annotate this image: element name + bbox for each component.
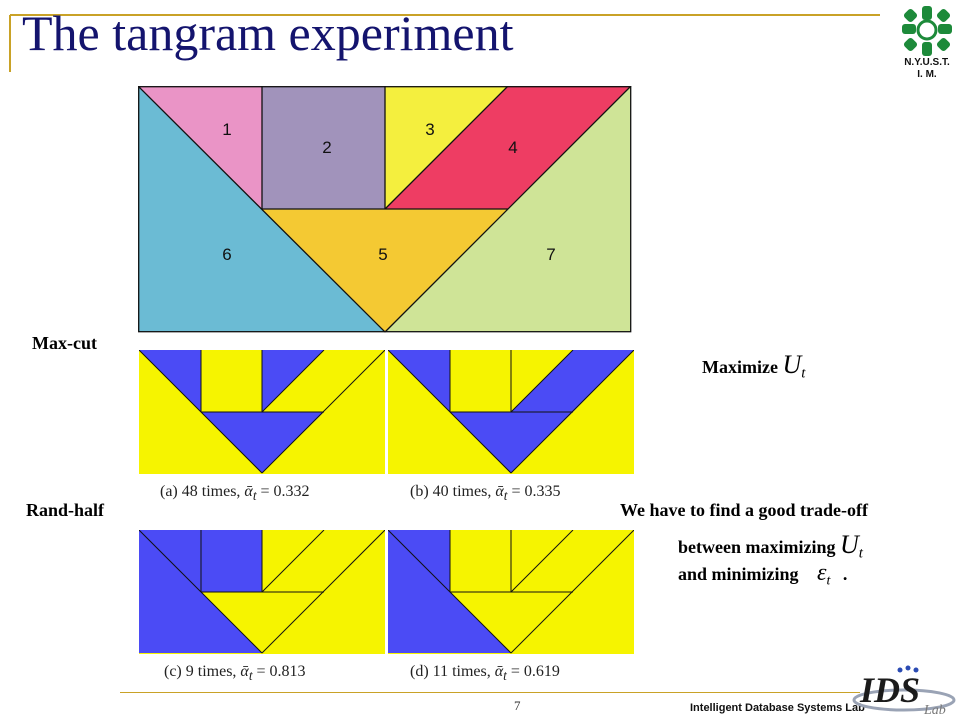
caption-d-sub: t xyxy=(503,668,507,684)
maximize-label: Maximize xyxy=(702,357,778,377)
result-panel-d xyxy=(388,530,634,654)
tangram-diagram: 1 2 3 4 5 6 7 xyxy=(138,86,632,333)
piece-label-6: 6 xyxy=(222,245,231,264)
caption-b-alpha: ᾱ xyxy=(495,483,504,500)
caption-d-value: = 0.619 xyxy=(506,663,560,680)
svg-text:IDS: IDS xyxy=(859,670,920,710)
piece-label-4: 4 xyxy=(508,138,517,157)
caption-c-value: = 0.813 xyxy=(252,663,306,680)
tradeoff-line-1: We have to find a good trade-off xyxy=(620,500,868,520)
piece-label-5: 5 xyxy=(378,245,387,264)
period: . xyxy=(842,564,848,584)
piece-label-2: 2 xyxy=(322,138,331,157)
caption-b: (b) 40 times, ᾱt = 0.335 xyxy=(410,483,560,504)
epsilon-sub: t xyxy=(826,573,831,589)
tangram-piece-5 xyxy=(262,209,508,332)
caption-b-value: = 0.335 xyxy=(507,483,561,500)
piece-label-7: 7 xyxy=(546,245,555,264)
nyust-logo-text: N.Y.U.S.T. I. M. xyxy=(895,57,959,81)
tradeoff-line-2: between maximizing Ut xyxy=(678,530,863,563)
slide-title: The tangram experiment xyxy=(22,5,514,61)
epsilon-symbol: ε xyxy=(817,560,827,586)
caption-a: (a) 48 times, ᾱt = 0.332 xyxy=(160,483,310,504)
nyust-logo-icon xyxy=(902,6,952,56)
footer-divider xyxy=(120,692,860,693)
caption-c-alpha: ᾱ xyxy=(240,663,249,680)
max-cut-label: Max-cut xyxy=(32,333,97,353)
tangram-piece-4 xyxy=(385,86,631,209)
caption-c: (c) 9 times, ᾱt = 0.813 xyxy=(164,663,306,684)
u-symbol-2: U xyxy=(839,530,859,559)
ids-lab-logo-icon: IDS Lab xyxy=(852,665,956,716)
caption-c-sub: t xyxy=(248,668,253,684)
svg-text:Lab: Lab xyxy=(923,703,946,716)
footer-lab-name: Intelligent Database Systems Lab xyxy=(690,702,865,714)
result-panel-a xyxy=(139,350,385,474)
tradeoff-line-2-text: between maximizing xyxy=(678,537,836,557)
caption-a-alpha: ᾱ xyxy=(244,483,253,500)
tangram-piece-2 xyxy=(262,86,385,209)
tradeoff-line-3: and minimizing εt . xyxy=(678,560,847,590)
caption-c-prefix: (c) 9 times, xyxy=(164,663,241,680)
rand-half-label: Rand-half xyxy=(26,500,105,520)
caption-d-prefix: (d) 11 times, xyxy=(410,663,495,680)
caption-b-sub: t xyxy=(503,488,508,504)
caption-b-prefix: (b) 40 times, xyxy=(410,483,496,500)
title-frame xyxy=(9,14,880,72)
result-panel-b xyxy=(388,350,634,474)
caption-d: (d) 11 times, ᾱt = 0.619 xyxy=(410,663,560,684)
u-sub-2: t xyxy=(858,545,863,562)
piece-label-1: 1 xyxy=(222,120,231,139)
u-sub: t xyxy=(801,365,806,382)
tradeoff-line-3-text: and minimizing xyxy=(678,564,799,584)
maximize-note: Maximize Ut xyxy=(702,350,805,383)
caption-a-prefix: (a) 48 times, xyxy=(160,483,245,500)
page-number: 7 xyxy=(514,698,521,713)
result-panel-c xyxy=(139,530,385,654)
caption-d-alpha: ᾱ xyxy=(494,663,504,680)
caption-a-value: = 0.332 xyxy=(256,483,310,500)
u-symbol: U xyxy=(782,350,802,379)
caption-a-sub: t xyxy=(252,488,257,504)
logo-line: N.Y.U.S.T. I. M. xyxy=(904,57,950,80)
piece-label-3: 3 xyxy=(425,120,434,139)
